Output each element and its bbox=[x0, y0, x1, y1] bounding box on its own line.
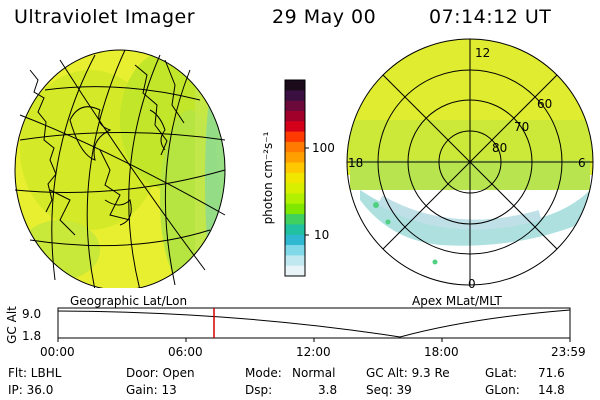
colorbar-segment bbox=[285, 100, 305, 112]
date-label: 29 May 00 bbox=[272, 6, 377, 28]
colorbar-segment bbox=[285, 152, 305, 164]
colorbar-segment bbox=[285, 255, 305, 267]
status-seq: Seq: 39 bbox=[366, 383, 412, 397]
status-dsp-value: 3.8 bbox=[318, 383, 338, 397]
alt-xtick-1800: 18:00 bbox=[424, 345, 459, 359]
status-ip: IP: 36.0 bbox=[8, 383, 54, 397]
colorbar-tick-100: 100 bbox=[312, 141, 335, 155]
colorbar-tick-10: 10 bbox=[314, 228, 330, 242]
mlt-label-6: 6 bbox=[578, 156, 586, 170]
alt-xtick-0600: 06:00 bbox=[168, 345, 203, 359]
lat-label-70: 70 bbox=[514, 120, 530, 134]
alt-xtick-2359: 23:59 bbox=[551, 345, 586, 359]
status-glat-label: GLat: bbox=[485, 366, 518, 380]
status-gain: Gain: 13 bbox=[126, 383, 177, 397]
instrument-title: Ultraviolet Imager bbox=[14, 6, 196, 28]
mlt-label-0: 0 bbox=[468, 277, 476, 291]
time-label: 07:14:12 UT bbox=[429, 6, 552, 28]
colorbar-segment bbox=[285, 245, 305, 256]
colorbar-segment bbox=[285, 121, 305, 133]
colorbar-segment bbox=[285, 162, 305, 174]
lat-label-60: 60 bbox=[537, 97, 553, 111]
colorbar-segment bbox=[285, 90, 305, 102]
colorbar-segment bbox=[285, 214, 305, 225]
colorbar-segment bbox=[285, 234, 305, 246]
left-panel-caption: Geographic Lat/Lon bbox=[70, 294, 188, 308]
colorbar-segment bbox=[285, 80, 305, 91]
alt-ytick-high: 9.0 bbox=[22, 307, 42, 321]
alt-plot-ylabel: GC Alt bbox=[5, 306, 19, 344]
alt-xtick-0000: 00:00 bbox=[40, 345, 75, 359]
status-mode-label: Mode: bbox=[245, 366, 282, 380]
mlt-label-18: 18 bbox=[348, 156, 364, 170]
colorbar-segment bbox=[285, 193, 305, 205]
colorbar-segment bbox=[285, 131, 305, 143]
status-glat-value: 71.6 bbox=[538, 366, 565, 380]
right-panel-caption: Apex MLat/MLT bbox=[412, 294, 502, 308]
colorbar-segment bbox=[285, 110, 305, 122]
alt-xtick-1200: 12:00 bbox=[296, 345, 331, 359]
status-gc-alt: GC Alt: 9.3 Re bbox=[366, 366, 450, 380]
alt-ytick-low: 1.8 bbox=[22, 329, 42, 343]
colorbar-segment bbox=[285, 141, 305, 153]
mlt-label-12: 12 bbox=[475, 46, 491, 60]
lat-label-80: 80 bbox=[492, 141, 508, 155]
colorbar-segment bbox=[285, 172, 305, 184]
colorbar-segment bbox=[285, 183, 305, 194]
status-mode-value: Normal bbox=[292, 366, 336, 380]
colorbar-segment bbox=[285, 203, 305, 215]
status-glon-label: GLon: bbox=[485, 383, 520, 397]
status-glon-value: 14.8 bbox=[538, 383, 565, 397]
status-dsp-label: Dsp: bbox=[245, 383, 273, 397]
status-filter: Flt: LBHL bbox=[8, 366, 62, 380]
status-door: Door: Open bbox=[126, 366, 195, 380]
colorbar-segment bbox=[285, 265, 305, 277]
colorbar-segment bbox=[285, 224, 305, 236]
